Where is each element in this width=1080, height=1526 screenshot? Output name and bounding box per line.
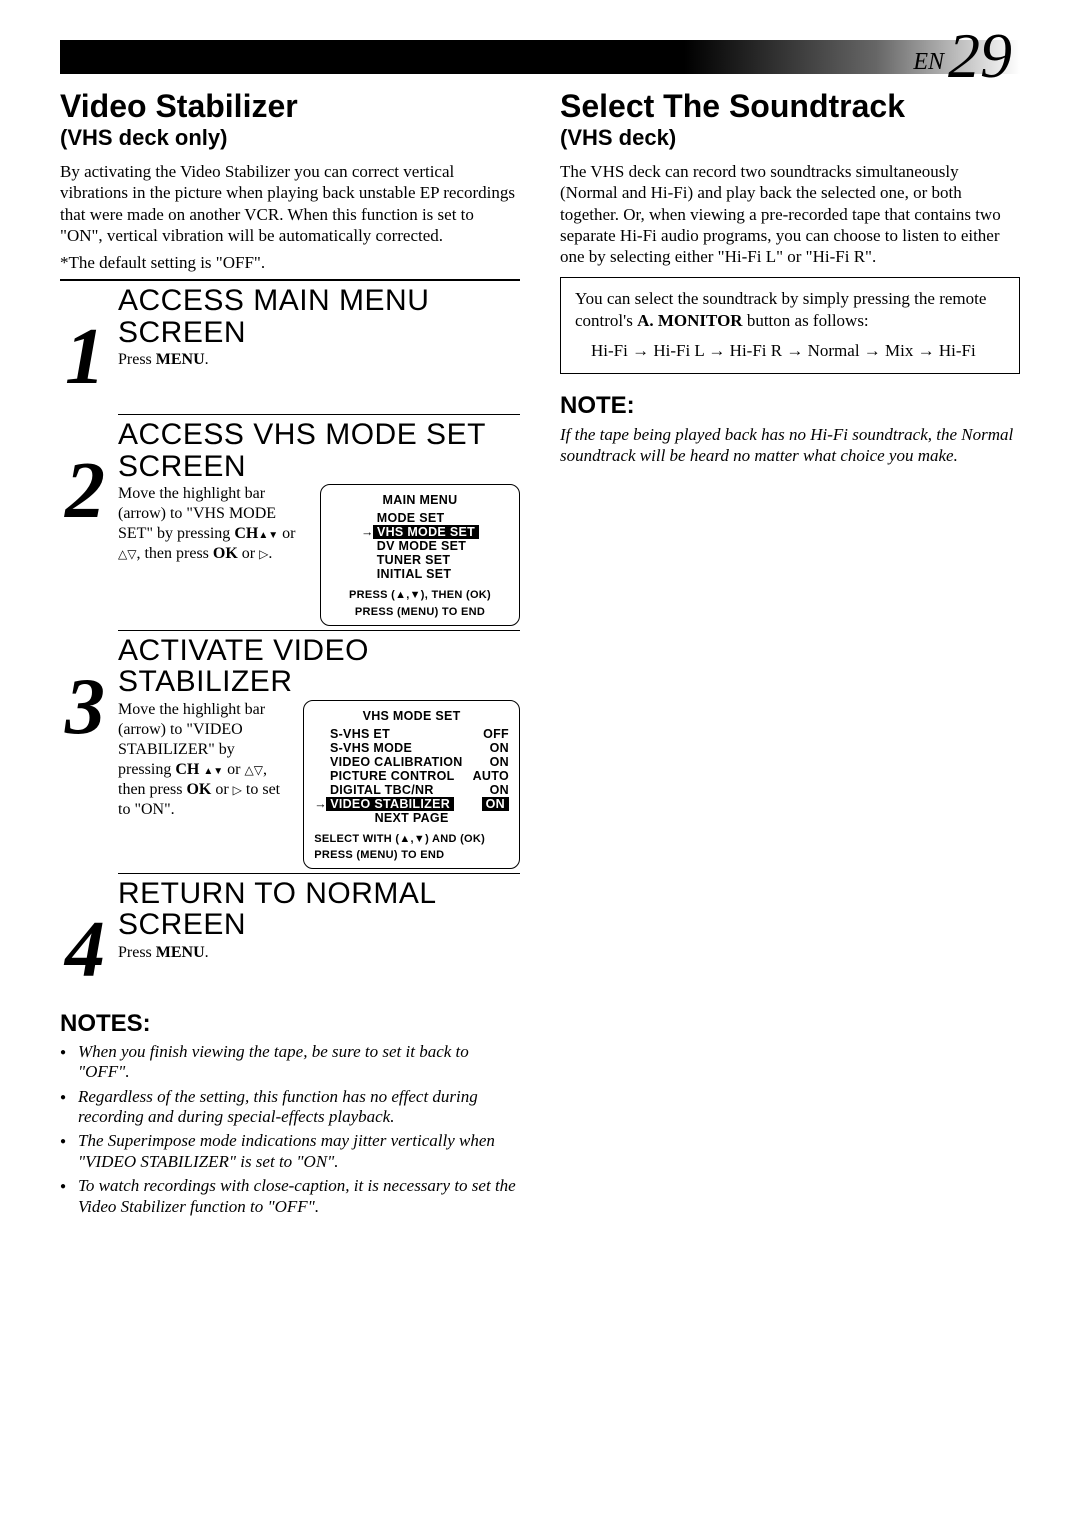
osd-menu-item: INITIAL SET: [359, 567, 481, 581]
osd-menu-item: MODE SET: [359, 511, 481, 525]
step-1: 1 ACCESS MAIN MENU SCREEN Press MENU.: [60, 285, 520, 410]
step-text: Move the highlight bar (arrow) to "VIDEO…: [118, 700, 291, 820]
notes-heading: NOTES:: [60, 1010, 520, 1038]
step-title: ACCESS MAIN MENU SCREEN: [118, 285, 520, 348]
note-item: When you finish viewing the tape, be sur…: [60, 1042, 520, 1083]
section-subtitle: (VHS deck): [560, 125, 1020, 151]
step-text: Press MENU.: [118, 350, 520, 370]
intro-note: *The default setting is "OFF".: [60, 252, 520, 273]
step-text: Move the highlight bar (arrow) to "VHS M…: [118, 484, 308, 564]
right-column: Select The Soundtrack (VHS deck) The VHS…: [560, 88, 1020, 1221]
section-title: Select The Soundtrack: [560, 88, 1020, 125]
osd-menu-item: S-VHS MODEON: [314, 741, 509, 755]
step-title: ACTIVATE VIDEO STABILIZER: [118, 635, 520, 698]
step-number: 2: [60, 459, 118, 523]
note-item: Regardless of the setting, this function…: [60, 1087, 520, 1128]
header-en-label: EN: [913, 49, 944, 76]
section-title: Video Stabilizer: [60, 88, 520, 125]
step-number: 3: [60, 675, 118, 739]
intro-text: By activating the Video Stabilizer you c…: [60, 161, 520, 246]
left-column: Video Stabilizer (VHS deck only) By acti…: [60, 88, 520, 1221]
osd-menu-item: DV MODE SET: [359, 539, 481, 553]
osd-menu-item: → VIDEO STABILIZERON: [314, 797, 509, 811]
osd-menu-item: S-VHS ETOFF: [314, 727, 509, 741]
osd-menu-item: NEXT PAGE: [314, 811, 509, 825]
step-number: 4: [60, 918, 118, 982]
osd-vhs-mode-set: VHS MODE SET S-VHS ETOFF S-VHS MODEON VI…: [303, 700, 520, 869]
note-heading: NOTE:: [560, 392, 1020, 420]
note-body: If the tape being played back has no Hi-…: [560, 424, 1020, 467]
header-page-number: 29: [948, 32, 1012, 80]
step-2: 2 ACCESS VHS MODE SET SCREEN Move the hi…: [60, 419, 520, 625]
soundtrack-chain: Hi-Fi → Hi-Fi L → Hi-Fi R → Normal → Mix…: [575, 340, 1005, 362]
osd-menu-item: → VHS MODE SET: [359, 525, 481, 539]
osd-menu-item: TUNER SET: [359, 553, 481, 567]
header-gradient-bar: EN 29: [60, 40, 1020, 74]
notes-list: When you finish viewing the tape, be sur…: [60, 1042, 520, 1217]
osd-menu-item: DIGITAL TBC/NRON: [314, 783, 509, 797]
note-item: The Superimpose mode indications may jit…: [60, 1131, 520, 1172]
callout-box: You can select the soundtrack by simply …: [560, 277, 1020, 373]
section-subtitle: (VHS deck only): [60, 125, 520, 151]
osd-main-menu: MAIN MENU MODE SET→ VHS MODE SET DV MODE…: [320, 484, 520, 625]
intro-text: The VHS deck can record two soundtracks …: [560, 161, 1020, 267]
osd-menu-item: VIDEO CALIBRATIONON: [314, 755, 509, 769]
manual-page: EN 29 Video Stabilizer (VHS deck only) B…: [0, 0, 1080, 1261]
step-title: RETURN TO NORMAL SCREEN: [118, 878, 520, 941]
step-4: 4 RETURN TO NORMAL SCREEN Press MENU.: [60, 878, 520, 982]
step-3: 3 ACTIVATE VIDEO STABILIZER Move the hig…: [60, 635, 520, 869]
step-title: ACCESS VHS MODE SET SCREEN: [118, 419, 520, 482]
note-item: To watch recordings with close-caption, …: [60, 1176, 520, 1217]
step-number: 1: [60, 325, 118, 389]
step-text: Press MENU.: [118, 943, 520, 963]
osd-menu-item: PICTURE CONTROLAUTO: [314, 769, 509, 783]
